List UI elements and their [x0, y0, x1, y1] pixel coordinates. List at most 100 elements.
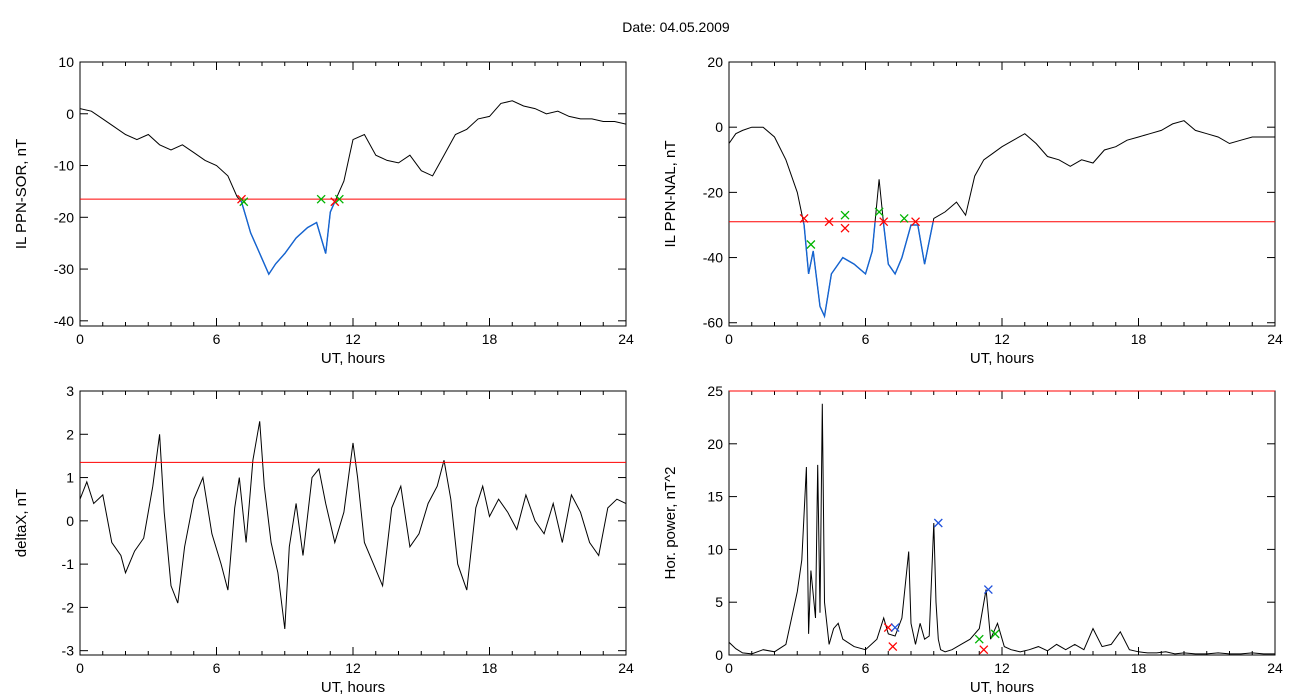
x-axis-label: UT, hours: [970, 679, 1034, 696]
x-tick-label: 12: [345, 660, 361, 676]
x-tick-label: 18: [1131, 331, 1147, 347]
cross-marker-red: [330, 197, 340, 207]
cross-marker-blue-stroke-b: [890, 623, 900, 633]
panel-il-ppn-nal: 0 6 12 18 24 20 0 -20 -40 -60 UT, hours IL PPN-NAL,…: [662, 54, 1283, 367]
x-tick-label: 0: [76, 331, 84, 347]
y-tick-label: 2: [66, 426, 74, 442]
x-tick-label: 18: [482, 660, 498, 676]
series-below-threshold: [238, 199, 337, 276]
cross-marker-green: [316, 194, 326, 204]
cross-marker-red-stroke-b: [824, 217, 834, 227]
y-axis-label: Hor. power, nT^2: [662, 467, 679, 580]
y-tick-label: 0: [715, 119, 723, 135]
y-tick-label: 0: [66, 106, 74, 122]
series-line: [80, 421, 626, 630]
x-tick-label: 18: [482, 331, 498, 347]
x-tick-label: 24: [1267, 331, 1283, 347]
cross-marker-blue: [933, 518, 943, 528]
cross-marker-red-stroke-b: [840, 223, 850, 233]
x-tick-label: 24: [618, 660, 634, 676]
cross-marker-red-stroke-b: [911, 217, 921, 227]
cross-marker-red: [824, 217, 834, 227]
cross-marker-red-stroke-b: [888, 642, 898, 652]
y-axis-label: IL PPN-SOR, nT: [13, 139, 30, 249]
cross-marker-red-stroke-b: [799, 213, 809, 223]
y-tick-label: 1: [66, 470, 74, 486]
cross-marker-red: [799, 213, 809, 223]
x-tick-label: 24: [1267, 660, 1283, 676]
y-tick-label: -10: [54, 158, 74, 174]
panel-deltax: 0 6 12 18 24 3 2 1 0 -1 -2 -3 UT, hours deltaX, nT: [13, 383, 634, 696]
y-tick-label: -20: [703, 184, 723, 200]
y-tick-label: 0: [66, 513, 74, 529]
series-below-threshold: [802, 221, 934, 319]
cross-marker-green: [974, 634, 984, 644]
cross-marker-green-stroke-b: [806, 240, 816, 249]
plot-frame: [79, 390, 627, 656]
cross-marker-green: [239, 197, 249, 207]
y-tick-label: 3: [66, 383, 74, 399]
y-tick-label: 15: [707, 489, 723, 505]
plot-frame: [728, 390, 1276, 656]
cross-marker-green-stroke-b: [974, 634, 984, 644]
x-tick-label: 6: [213, 660, 221, 676]
panel-hor-power: 0 6 12 18 24 25 20 15 10 5 0 UT, hours Hor. power, n…: [662, 383, 1283, 696]
x-tick-label: 0: [725, 331, 733, 347]
cross-marker-red: [883, 623, 893, 633]
y-axis-label: deltaX, nT: [13, 489, 30, 557]
x-tick-label: 18: [1131, 660, 1147, 676]
x-tick-label: 12: [994, 660, 1010, 676]
cross-marker-red: [888, 642, 898, 652]
x-tick-label: 6: [862, 331, 870, 347]
y-tick-label: 0: [715, 647, 723, 663]
x-axis-label: UT, hours: [970, 350, 1034, 367]
x-tick-label: 0: [725, 660, 733, 676]
y-tick-label: -1: [62, 556, 75, 572]
cross-marker-blue: [983, 585, 993, 594]
y-tick-label: -40: [54, 313, 74, 329]
cross-marker-blue: [890, 623, 900, 633]
figure-date-title: Date: 04.05.2009: [622, 19, 730, 35]
y-tick-label: 10: [707, 541, 723, 557]
y-tick-label: -3: [62, 643, 75, 659]
y-tick-label: -60: [703, 315, 723, 331]
cross-marker-green: [334, 194, 344, 204]
x-axis-label: UT, hours: [321, 350, 385, 367]
cross-marker-green-stroke-b: [899, 213, 909, 223]
y-tick-label: -20: [54, 209, 74, 225]
cross-marker-green: [899, 213, 909, 223]
y-axis-label: IL PPN-NAL, nT: [662, 141, 679, 248]
cross-marker-green-stroke-b: [316, 194, 326, 204]
series-line: [729, 120, 1275, 318]
x-tick-label: 12: [994, 331, 1010, 347]
y-tick-label: 10: [58, 54, 74, 70]
y-tick-label: 5: [715, 594, 723, 610]
panel-il-ppn-sor: 0 6 12 18 24 10 0 -10 -20 -30 -40 UT, hours IL PPN-S…: [13, 54, 634, 367]
plot-frame: [79, 61, 627, 327]
y-tick-label: -30: [54, 261, 74, 277]
series-line: [80, 100, 626, 276]
x-tick-label: 6: [862, 660, 870, 676]
cross-marker-blue-stroke-b: [983, 585, 993, 594]
cross-marker-red: [879, 217, 889, 227]
y-tick-label: -40: [703, 250, 723, 266]
x-axis-label: UT, hours: [321, 679, 385, 696]
cross-marker-green-stroke-b: [334, 194, 344, 204]
cross-marker-green: [990, 629, 1000, 639]
series-line: [729, 403, 1275, 655]
cross-marker-green: [874, 207, 884, 217]
cross-marker-green-stroke-b: [239, 197, 249, 207]
cross-marker-green-stroke-b: [874, 207, 884, 217]
y-tick-label: 20: [707, 54, 723, 70]
cross-marker-green: [806, 240, 816, 249]
x-tick-label: 6: [213, 331, 221, 347]
cross-marker-green-stroke-b: [990, 629, 1000, 639]
plot-frame: [728, 61, 1276, 327]
y-tick-label: 20: [707, 436, 723, 452]
y-tick-label: 25: [707, 383, 723, 399]
cross-marker-red: [840, 223, 850, 233]
cross-marker-red-stroke-b: [883, 623, 893, 633]
cross-marker-red-stroke-b: [879, 217, 889, 227]
cross-marker-red-stroke-b: [330, 197, 340, 207]
